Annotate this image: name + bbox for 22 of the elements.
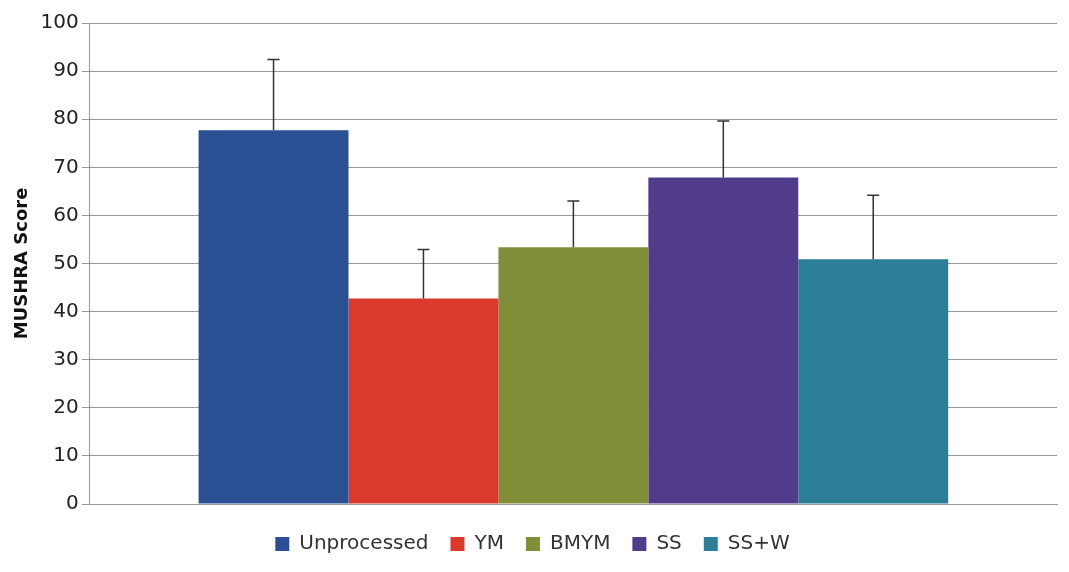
bar bbox=[498, 247, 649, 504]
y-tick-label: 60 bbox=[53, 201, 79, 226]
bar bbox=[348, 298, 499, 504]
y-tick-label: 80 bbox=[53, 105, 79, 130]
y-axis-title: MUSHRA Score bbox=[10, 187, 32, 340]
bar bbox=[198, 130, 349, 504]
y-tick-label: 10 bbox=[53, 442, 79, 467]
y-tick-label: 70 bbox=[53, 153, 79, 178]
bar bbox=[798, 259, 949, 504]
y-tick-label: 50 bbox=[53, 249, 79, 274]
y-tick-label: 40 bbox=[53, 297, 79, 322]
legend-label: Unprocessed bbox=[299, 530, 429, 555]
legend-label: BMYM bbox=[549, 530, 611, 555]
y-tick-label: 20 bbox=[53, 394, 79, 418]
legend-label: SS+W bbox=[727, 530, 790, 555]
y-tick-label: 30 bbox=[53, 345, 79, 370]
legend-label: SS bbox=[656, 530, 682, 555]
bar bbox=[648, 177, 799, 504]
y-tick-label: 0 bbox=[66, 490, 79, 515]
legend-label: YM bbox=[473, 530, 504, 555]
y-tick-label: 90 bbox=[53, 57, 79, 82]
y-tick-label: 100 bbox=[40, 9, 79, 34]
